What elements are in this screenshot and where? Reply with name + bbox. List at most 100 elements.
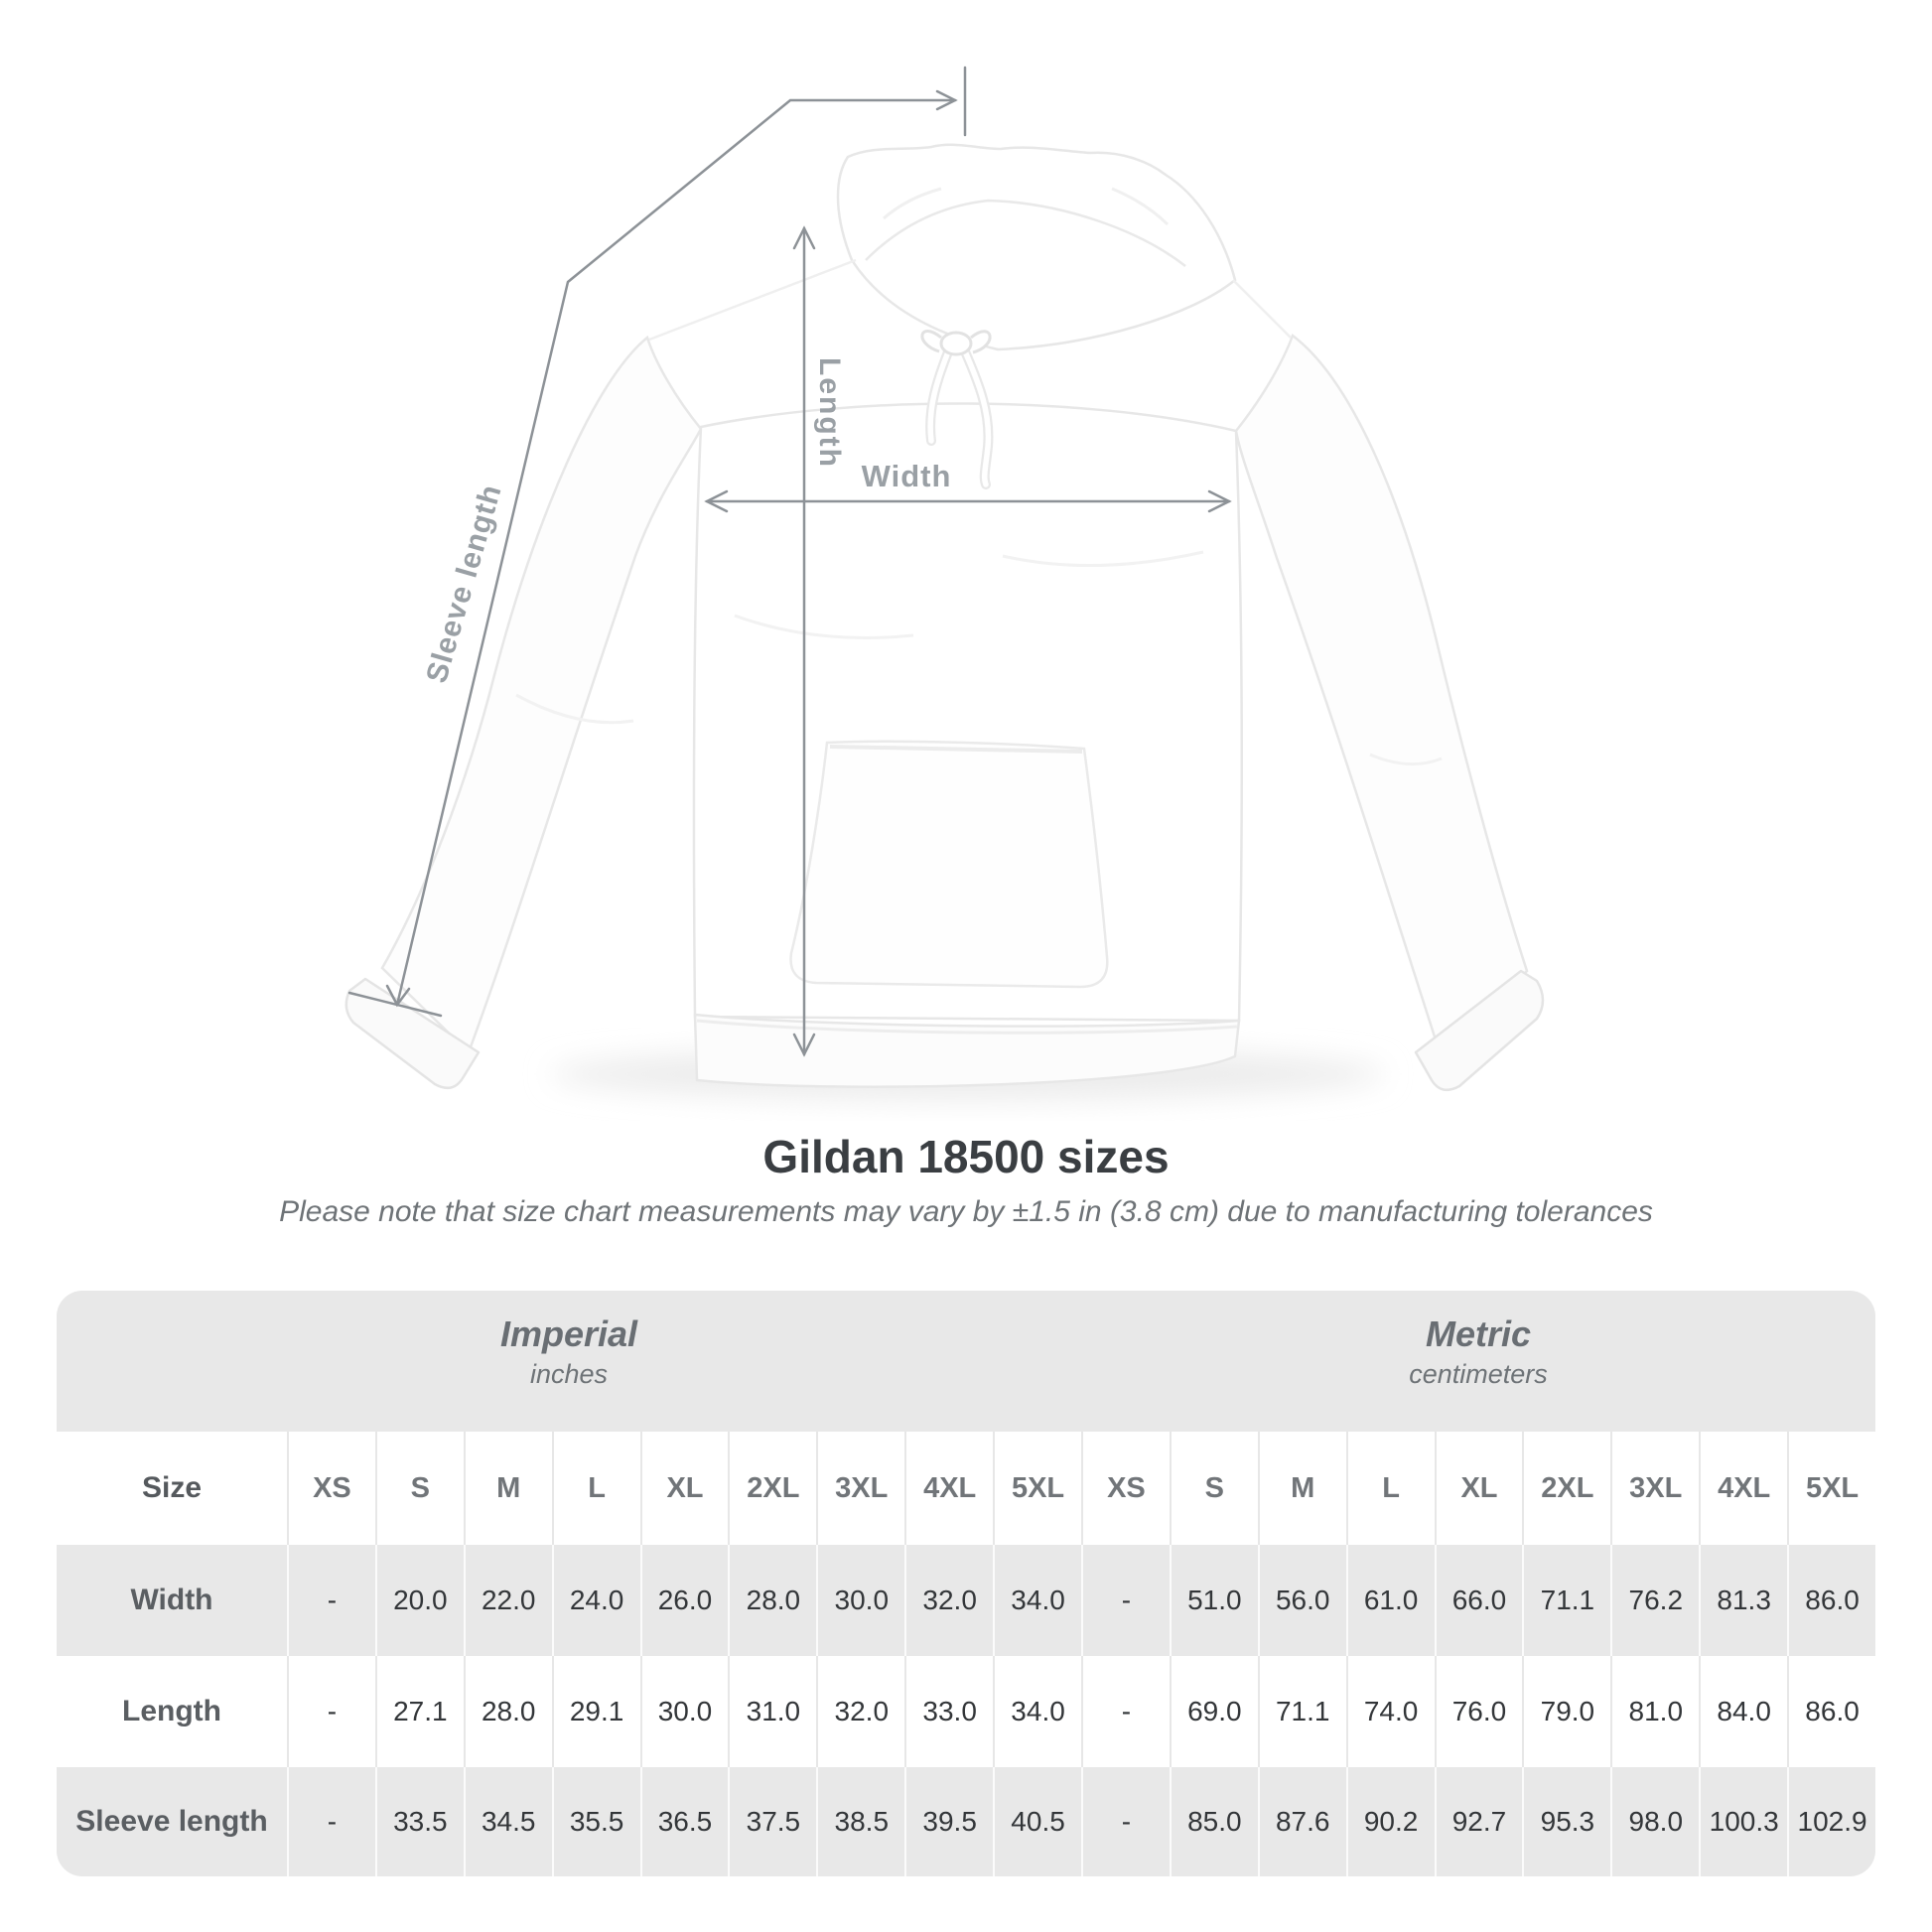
value-cell: 95.3: [1522, 1767, 1611, 1876]
value-cell: 102.9: [1787, 1767, 1875, 1876]
size-header-cell: 2XL: [728, 1432, 817, 1545]
value-cell: 86.0: [1787, 1656, 1875, 1767]
value-cell: 40.5: [993, 1767, 1081, 1876]
measurement-annotations: [347, 66, 1232, 1057]
value-cell: 84.0: [1699, 1656, 1788, 1767]
value-cell: 24.0: [551, 1545, 640, 1656]
size-header-cell: XS: [287, 1432, 375, 1545]
value-cell: 85.0: [1169, 1767, 1258, 1876]
value-cell: 66.0: [1434, 1545, 1523, 1656]
value-cell: -: [1080, 1767, 1170, 1876]
unit-group-name: Imperial: [499, 1313, 638, 1354]
value-cell: 76.2: [1610, 1545, 1700, 1656]
size-header-cell: 2XL: [1522, 1432, 1611, 1545]
value-cell: 34.5: [463, 1767, 552, 1876]
measure-row-label: Length: [57, 1656, 287, 1767]
value-cell: -: [287, 1767, 375, 1876]
value-cell: 81.3: [1699, 1545, 1788, 1656]
size-table: Imperial inches Metric centimeters Size …: [57, 1291, 1875, 1876]
value-cell: -: [287, 1545, 375, 1656]
kangaroo-pocket: [789, 740, 1109, 989]
value-cell: 29.1: [551, 1656, 640, 1767]
value-cell: 34.0: [993, 1545, 1081, 1656]
unit-group-unit: inches: [529, 1359, 609, 1389]
size-header-cell: 4XL: [1699, 1432, 1788, 1545]
shoulder-seams: [648, 258, 1292, 342]
measure-row-label: Sleeve length: [57, 1767, 287, 1876]
size-column-header: Size: [57, 1432, 287, 1545]
value-cell: 36.5: [639, 1767, 729, 1876]
hoodie-hem: [693, 1013, 1241, 1088]
value-cell: 30.0: [639, 1656, 729, 1767]
size-header-cell: 3XL: [1610, 1432, 1700, 1545]
value-cell: 86.0: [1787, 1545, 1875, 1656]
page-title: Gildan 18500 sizes: [762, 1131, 1170, 1182]
unit-group-metric: Metric centimeters: [1080, 1291, 1875, 1432]
value-cell: 71.1: [1522, 1545, 1611, 1656]
sleeve-length-line: [395, 98, 957, 1007]
value-cell: 20.0: [374, 1545, 464, 1656]
size-header-cell: L: [551, 1432, 640, 1545]
hoodie-hood: [836, 143, 1237, 351]
value-cell: 39.5: [904, 1767, 994, 1876]
value-cell: 27.1: [374, 1656, 464, 1767]
value-cell: 90.2: [1345, 1767, 1435, 1876]
value-cell: 92.7: [1434, 1767, 1523, 1876]
measure-row-label: Width: [57, 1545, 287, 1656]
value-cell: 28.0: [463, 1656, 552, 1767]
value-cell: 69.0: [1169, 1656, 1258, 1767]
size-header-cell: 5XL: [993, 1432, 1081, 1545]
value-cell: 22.0: [463, 1545, 552, 1656]
unit-group-name: Metric: [1425, 1313, 1531, 1354]
value-cell: 100.3: [1699, 1767, 1788, 1876]
size-header-cell: 3XL: [816, 1432, 905, 1545]
tolerance-note: Please note that size chart measurements…: [279, 1195, 1653, 1228]
size-header-cell: XS: [1080, 1432, 1170, 1545]
value-cell: 79.0: [1522, 1656, 1611, 1767]
value-cell: 98.0: [1610, 1767, 1700, 1876]
value-cell: 56.0: [1257, 1545, 1346, 1656]
size-header-cell: L: [1345, 1432, 1435, 1545]
unit-group-unit: centimeters: [1409, 1359, 1548, 1389]
size-header-cell: 5XL: [1787, 1432, 1875, 1545]
size-header-cell: M: [1257, 1432, 1346, 1545]
value-cell: 37.5: [728, 1767, 817, 1876]
hoodie-illustration: [345, 66, 1545, 1100]
fabric-wrinkles: [515, 550, 1443, 766]
value-cell: 32.0: [816, 1656, 905, 1767]
unit-group-imperial: Imperial inches: [57, 1291, 1081, 1432]
length-label: Length: [813, 357, 846, 469]
value-cell: 33.5: [374, 1767, 464, 1876]
size-header-cell: M: [463, 1432, 552, 1545]
value-cell: -: [1080, 1656, 1170, 1767]
value-cell: 33.0: [904, 1656, 994, 1767]
width-label: Width: [861, 459, 952, 493]
hoodie-measurement-diagram: Length Width Sleeve length: [345, 66, 1545, 1100]
value-cell: 81.0: [1610, 1656, 1700, 1767]
value-cell: 31.0: [728, 1656, 817, 1767]
value-cell: 28.0: [728, 1545, 817, 1656]
value-cell: 34.0: [993, 1656, 1081, 1767]
value-cell: 76.0: [1434, 1656, 1523, 1767]
value-cell: -: [287, 1656, 375, 1767]
size-header-cell: S: [374, 1432, 464, 1545]
value-cell: 51.0: [1169, 1545, 1258, 1656]
hood-drawstrings: [920, 330, 994, 489]
size-header-cell: XL: [1434, 1432, 1523, 1545]
value-cell: 32.0: [904, 1545, 994, 1656]
hoodie-sleeves: [380, 333, 1529, 1061]
value-cell: 30.0: [816, 1545, 905, 1656]
value-cell: 38.5: [816, 1767, 905, 1876]
value-cell: 35.5: [551, 1767, 640, 1876]
value-cell: 61.0: [1345, 1545, 1435, 1656]
value-cell: 26.0: [639, 1545, 729, 1656]
value-cell: 74.0: [1345, 1656, 1435, 1767]
value-cell: 71.1: [1257, 1656, 1346, 1767]
hoodie-cuffs: [345, 969, 1545, 1092]
size-header-cell: S: [1169, 1432, 1258, 1545]
size-header-cell: 4XL: [904, 1432, 994, 1545]
value-cell: 87.6: [1257, 1767, 1346, 1876]
size-header-cell: XL: [639, 1432, 729, 1545]
value-cell: -: [1080, 1545, 1170, 1656]
